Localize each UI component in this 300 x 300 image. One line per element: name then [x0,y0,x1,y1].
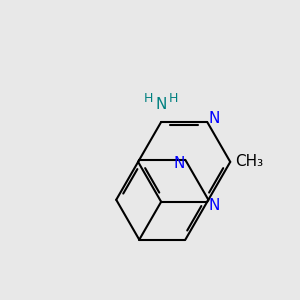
Text: N: N [173,156,184,171]
Text: N: N [208,111,219,126]
Text: H: H [169,92,178,105]
Text: CH₃: CH₃ [236,154,264,169]
Text: N: N [155,97,167,112]
Text: N: N [208,198,219,213]
Text: H: H [144,92,153,105]
